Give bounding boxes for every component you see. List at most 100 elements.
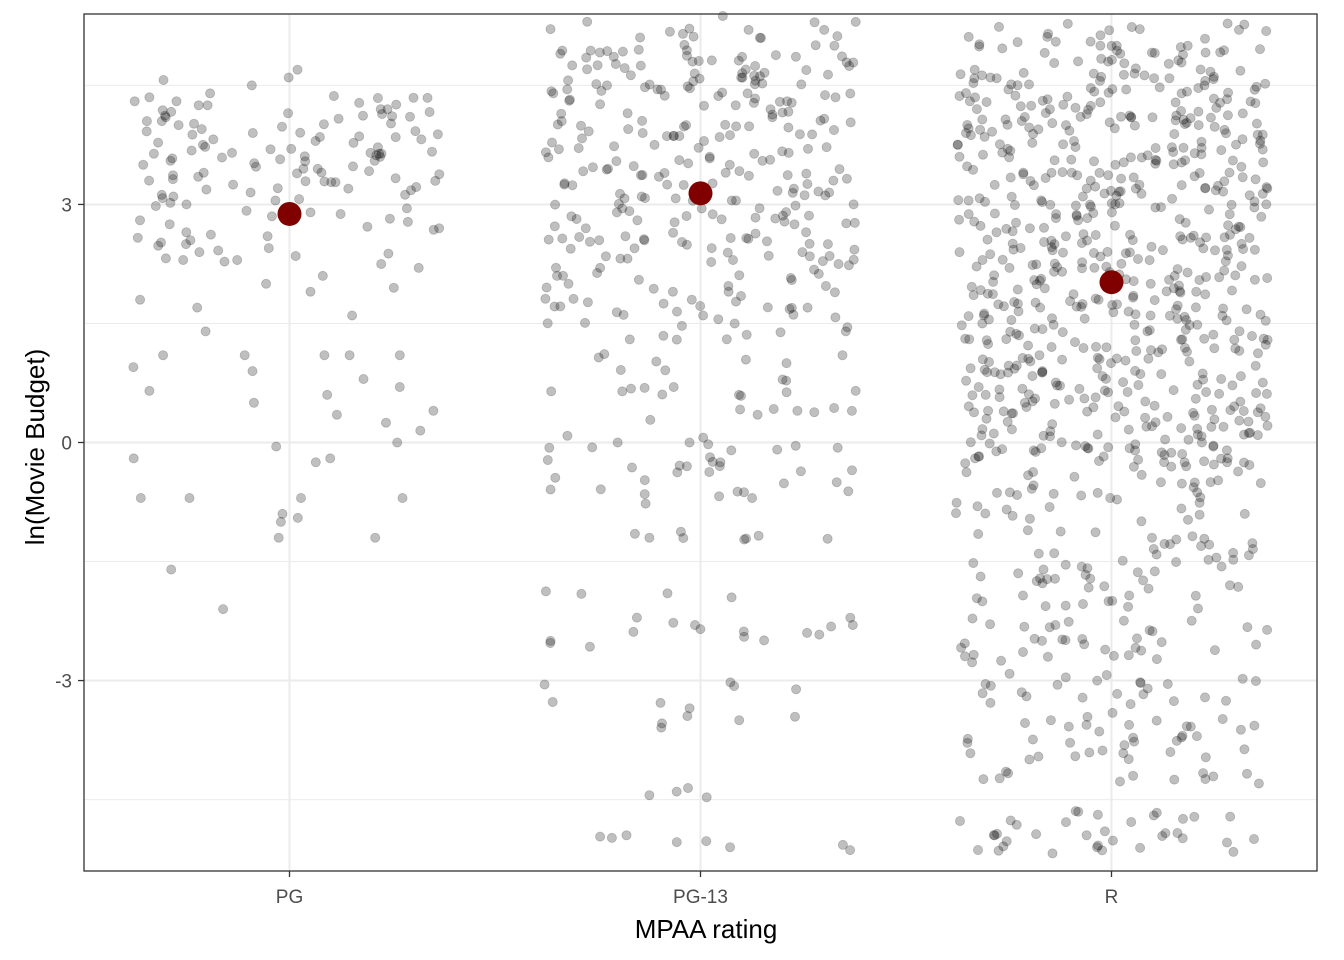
data-point [369,155,380,166]
data-point [980,679,991,690]
data-point [1150,202,1161,213]
data-point [283,108,294,119]
data-point [974,41,985,52]
data-point [757,155,768,166]
data-point [1164,73,1175,84]
data-point [1171,557,1182,568]
data-point [1242,768,1253,779]
data-point [1182,86,1193,97]
data-point [541,282,552,293]
data-point [1126,112,1137,123]
data-point [1029,323,1040,334]
data-point [402,216,413,227]
data-point [1078,342,1089,353]
data-point [545,638,556,649]
data-point [1260,339,1271,350]
data-point [1103,170,1114,181]
data-point [335,208,346,219]
data-point [1082,235,1093,246]
data-point [676,320,687,331]
data-point [594,235,605,246]
data-point [1239,19,1250,30]
data-point [1073,56,1084,67]
data-point [997,444,1008,455]
data-point [994,392,1005,403]
data-point [1193,83,1204,94]
data-point [1180,217,1191,228]
data-point [768,403,779,414]
data-point [1130,439,1141,450]
data-point [584,236,595,247]
data-point [1196,136,1207,147]
data-point [783,147,794,158]
data-point [1055,526,1066,537]
data-point [1009,363,1020,374]
data-point [314,131,325,142]
data-point [725,232,736,243]
data-point [1073,215,1084,226]
data-point [557,45,568,56]
data-point [796,79,807,90]
data-point [1222,453,1233,464]
data-point [1070,337,1081,348]
data-point [357,110,368,121]
data-point [963,209,974,220]
data-point [1009,296,1020,307]
data-point [1243,416,1254,427]
data-point [1165,539,1176,550]
data-point [171,96,182,107]
data-point [639,235,650,246]
data-point [1144,625,1155,636]
data-point [1149,566,1160,577]
data-point [1096,53,1107,64]
data-point [587,442,598,453]
data-point [1084,747,1095,758]
data-point [232,254,243,265]
data-point [681,461,692,472]
data-point [1112,494,1123,505]
data-point [1085,83,1096,94]
data-point [1219,265,1230,276]
data-point [980,508,991,519]
data-point [1037,196,1048,207]
data-point [1234,345,1245,356]
data-point [593,352,604,363]
data-point [1111,190,1122,201]
data-point [1012,80,1023,91]
data-point [1126,112,1137,123]
x-tick-label: R [1105,887,1119,908]
data-point [845,612,856,623]
data-point [173,120,184,131]
data-point [1094,167,1105,178]
data-point [1128,290,1139,301]
data-point [962,161,973,172]
data-point [633,274,644,285]
data-point [1237,108,1248,119]
data-point [677,236,688,247]
data-point [682,711,693,722]
data-point [1007,238,1018,249]
data-point [562,430,573,441]
data-point [1252,407,1263,418]
data-point [1199,80,1210,91]
data-point [1178,49,1189,60]
data-point [1206,404,1217,415]
data-point [1124,590,1135,601]
data-point [622,108,633,119]
data-point [720,119,731,130]
data-point [1025,175,1036,186]
data-point [1174,286,1185,297]
data-point [184,492,195,503]
data-point [617,386,628,397]
data-point [1045,199,1056,210]
data-point [704,466,715,477]
data-point [1077,263,1088,274]
data-point [156,116,167,127]
data-point [801,227,812,238]
data-point [967,657,978,668]
data-point [372,142,383,153]
data-point [1208,329,1219,340]
data-point [802,627,813,638]
data-point [994,139,1005,150]
data-point [548,88,559,99]
